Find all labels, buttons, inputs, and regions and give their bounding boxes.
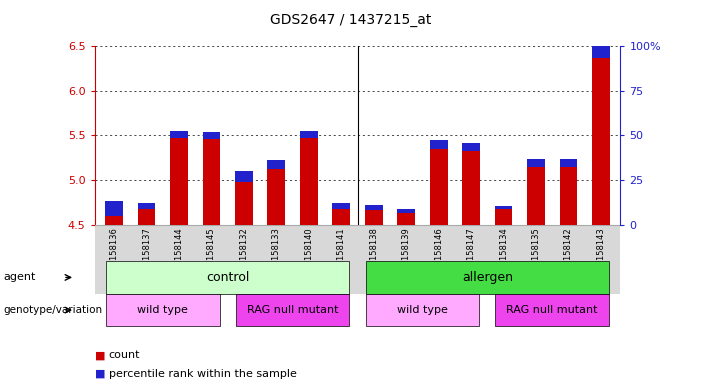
Bar (430, 140, 447, 149)
Bar (592, 31, 610, 58)
Text: RAG null mutant: RAG null mutant (507, 305, 598, 315)
Bar (170, 131, 188, 138)
Bar (397, 209, 415, 213)
Text: wild type: wild type (397, 305, 448, 315)
Bar (559, 167, 578, 225)
Text: RAG null mutant: RAG null mutant (247, 305, 339, 315)
Text: ■: ■ (95, 350, 105, 360)
Bar (592, 58, 610, 225)
Bar (137, 203, 156, 209)
Bar (105, 216, 123, 225)
Text: genotype/variation: genotype/variation (4, 305, 102, 315)
Bar (203, 139, 220, 225)
Bar (332, 203, 350, 209)
Bar (527, 159, 545, 167)
Bar (105, 202, 123, 216)
Bar (300, 138, 318, 225)
Bar (462, 143, 480, 151)
Bar (365, 205, 383, 210)
Bar (235, 171, 253, 182)
Bar (430, 149, 447, 225)
Bar (332, 209, 350, 225)
Bar (365, 210, 383, 225)
Bar (203, 132, 220, 139)
Bar (495, 206, 512, 209)
Bar (397, 213, 415, 225)
Text: wild type: wild type (137, 305, 189, 315)
Bar (495, 209, 512, 225)
Bar (235, 182, 253, 225)
Bar (300, 131, 318, 138)
Text: agent: agent (4, 272, 36, 283)
Text: control: control (206, 271, 250, 284)
Text: GDS2647 / 1437215_at: GDS2647 / 1437215_at (270, 13, 431, 27)
Bar (170, 138, 188, 225)
Bar (462, 151, 480, 225)
Bar (268, 161, 285, 169)
Text: percentile rank within the sample: percentile rank within the sample (109, 369, 297, 379)
Bar (137, 209, 156, 225)
Bar (268, 169, 285, 225)
Text: allergen: allergen (462, 271, 513, 284)
Bar (527, 167, 545, 225)
Text: count: count (109, 350, 140, 360)
Bar (559, 159, 578, 167)
Text: ■: ■ (95, 369, 105, 379)
